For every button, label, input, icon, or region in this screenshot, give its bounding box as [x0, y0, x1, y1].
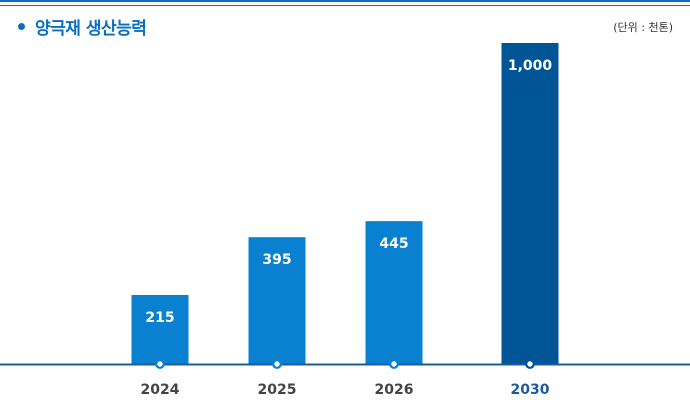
axis-marker-2030 — [525, 359, 535, 369]
top-rule — [0, 0, 690, 2]
bullet-dot-icon — [18, 23, 25, 30]
bar-value-label: 395 — [262, 252, 291, 268]
axis-marker-2026 — [389, 359, 399, 369]
axis-marker-2025 — [272, 359, 282, 369]
x-tick-label: 2030 — [511, 382, 550, 398]
bar-2030 — [501, 43, 559, 364]
chart-title: 양극재 생산능력 — [35, 19, 147, 39]
bar-value-label: 445 — [379, 236, 408, 252]
bar-value-label: 1,000 — [508, 58, 553, 74]
x-tick-label: 2025 — [258, 382, 297, 398]
bar-2024 — [131, 294, 189, 364]
x-tick-label: 2026 — [375, 382, 414, 398]
axis-marker-2024 — [155, 359, 165, 369]
x-tick-label: 2024 — [141, 382, 180, 398]
bar-2025 — [248, 237, 306, 364]
bar-value-label: 215 — [145, 310, 174, 326]
bar-2026 — [365, 221, 423, 364]
unit-label: (단위 : 천톤) — [613, 21, 673, 34]
chart-header: 양극재 생산능력 — [18, 14, 147, 39]
top-rule-thin — [0, 5, 690, 6]
